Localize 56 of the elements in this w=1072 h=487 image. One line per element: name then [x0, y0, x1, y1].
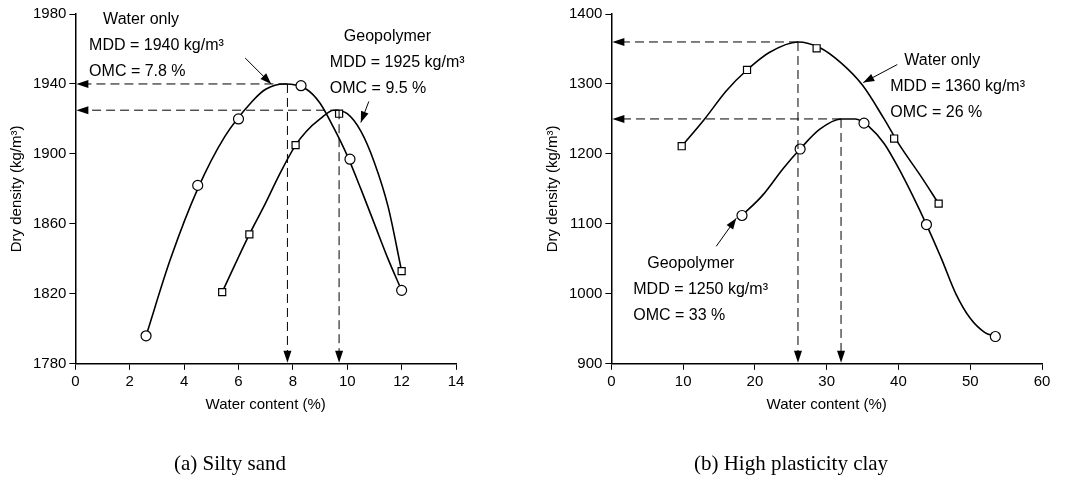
x-tick-label: 4 — [179, 371, 189, 389]
point — [989, 330, 1001, 343]
annotation: Geopolymer MDD = 1250 kg/m³ OMC = 33 % — [633, 253, 769, 323]
y-tick-label: 1860 — [32, 214, 67, 232]
point — [812, 44, 821, 53]
y-tick-label: 1820 — [32, 283, 67, 301]
point — [291, 141, 300, 150]
point — [742, 65, 752, 75]
y-axis-title: Dry density (kg/m³) — [543, 125, 561, 253]
point — [397, 266, 406, 276]
x-tick-label: 14 — [447, 371, 465, 389]
point — [245, 230, 254, 239]
x-tick-label: 10 — [338, 371, 356, 389]
y-tick-label: 1980 — [32, 4, 67, 22]
point — [396, 284, 408, 296]
point — [920, 218, 933, 231]
point — [677, 142, 686, 151]
x-tick-label: 8 — [288, 371, 298, 389]
point — [736, 209, 748, 222]
y-tick-label: 1300 — [568, 74, 603, 92]
x-axis-title: Water content (%) — [766, 394, 887, 412]
y-tick-label: 1780 — [32, 353, 67, 371]
x-tick-label: 0 — [607, 371, 616, 389]
x-axis-title: Water content (%) — [205, 394, 326, 412]
point — [858, 117, 870, 129]
point — [890, 134, 899, 143]
point — [192, 179, 204, 191]
point — [344, 153, 356, 165]
y-tick-label: 1940 — [32, 74, 67, 92]
point — [232, 113, 245, 125]
text: (b) High plasticity clay — [693, 450, 889, 475]
y-tick-label: 1100 — [570, 214, 603, 232]
y-tick-label: 1200 — [568, 144, 603, 162]
point — [218, 287, 227, 297]
x-tick-label: 0 — [71, 371, 80, 389]
annotation: Water only MDD = 1940 kg/m³ OMC = 7.8 % — [89, 10, 225, 80]
x-tick-label: 12 — [393, 371, 410, 389]
x-tick-label: 30 — [818, 371, 836, 389]
y-axis-title: Dry density (kg/m³) — [7, 125, 25, 253]
text: (a) Silty sand — [174, 450, 287, 475]
x-tick-label: 10 — [674, 371, 692, 389]
x-tick-label: 20 — [746, 371, 764, 389]
y-tick-label: 1900 — [32, 144, 67, 162]
point — [140, 330, 152, 342]
y-tick-label: 1000 — [568, 283, 603, 301]
point — [934, 199, 943, 208]
x-tick-label: 6 — [234, 371, 243, 389]
x-tick-label: 40 — [890, 371, 907, 389]
annotation: Geopolymer MDD = 1925 kg/m³ OMC = 9.5 % — [329, 26, 466, 96]
x-tick-label: 2 — [125, 371, 134, 389]
y-tick-label: 1400 — [568, 4, 603, 22]
x-tick-label: 60 — [1033, 371, 1051, 389]
annotation: Water only MDD = 1360 kg/m³ OMC = 26 % — [890, 50, 1026, 120]
point — [295, 80, 307, 92]
x-tick-label: 50 — [961, 371, 979, 389]
y-tick-label: 900 — [577, 353, 603, 371]
